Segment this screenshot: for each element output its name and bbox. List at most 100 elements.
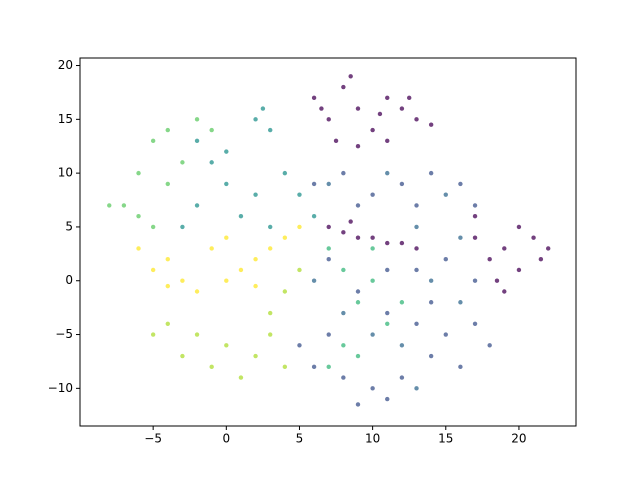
point xyxy=(502,246,507,251)
point xyxy=(428,278,434,283)
point xyxy=(209,364,214,370)
point xyxy=(260,106,266,111)
point xyxy=(297,224,302,230)
point xyxy=(443,192,448,197)
point xyxy=(414,117,419,122)
point xyxy=(282,235,288,240)
point xyxy=(385,321,390,326)
point xyxy=(370,235,375,240)
point xyxy=(238,267,244,273)
point xyxy=(253,192,258,197)
point xyxy=(458,181,463,187)
y-tick-label: 0 xyxy=(65,273,73,287)
point xyxy=(385,267,390,273)
point xyxy=(326,364,331,370)
point xyxy=(414,246,419,251)
point xyxy=(399,106,405,111)
point xyxy=(165,127,170,133)
point xyxy=(385,396,390,402)
points xyxy=(107,74,551,407)
point xyxy=(370,278,375,283)
point xyxy=(224,149,229,154)
plot-frame xyxy=(79,57,577,427)
point xyxy=(355,300,361,305)
point xyxy=(370,192,375,197)
point xyxy=(399,375,405,380)
point xyxy=(458,235,463,240)
point xyxy=(443,332,448,337)
point xyxy=(414,224,419,230)
x-tick-label: 20 xyxy=(511,432,526,446)
point xyxy=(268,332,273,337)
point xyxy=(385,95,390,101)
point xyxy=(224,343,229,348)
point xyxy=(253,257,258,262)
point xyxy=(341,375,346,380)
point xyxy=(385,240,390,246)
point xyxy=(370,386,375,391)
point xyxy=(341,343,346,348)
point xyxy=(355,289,361,294)
point xyxy=(341,170,346,176)
point xyxy=(472,213,478,219)
x-tick-label: 15 xyxy=(438,432,453,446)
point xyxy=(150,224,156,230)
point xyxy=(194,138,200,144)
point xyxy=(458,364,463,370)
point xyxy=(341,267,346,273)
point xyxy=(428,300,434,305)
point xyxy=(414,203,419,208)
x-tick-label: −5 xyxy=(144,432,162,446)
point xyxy=(238,213,244,219)
point xyxy=(355,144,361,149)
point xyxy=(341,84,346,90)
point xyxy=(428,353,434,359)
point xyxy=(458,300,463,305)
point xyxy=(326,117,331,122)
point xyxy=(268,224,273,230)
point xyxy=(121,203,127,208)
point xyxy=(180,224,185,230)
point xyxy=(370,246,375,251)
point xyxy=(311,181,317,187)
point xyxy=(326,224,331,230)
point xyxy=(165,181,170,187)
point xyxy=(326,181,331,187)
y-tick-label: −10 xyxy=(48,381,73,395)
point xyxy=(297,267,302,273)
point xyxy=(355,353,361,359)
point xyxy=(546,246,551,251)
point xyxy=(472,203,478,208)
point xyxy=(224,278,229,283)
point xyxy=(443,257,448,262)
point xyxy=(399,300,405,305)
point xyxy=(282,170,288,176)
point xyxy=(224,235,229,240)
y-tick-label: 10 xyxy=(58,166,73,180)
point xyxy=(209,127,214,133)
point xyxy=(472,278,478,283)
point xyxy=(319,106,324,111)
point xyxy=(238,375,244,380)
point xyxy=(297,343,302,348)
y-tick-label: 15 xyxy=(58,112,73,126)
x-tick-label: 5 xyxy=(296,432,304,446)
point xyxy=(333,138,339,144)
point xyxy=(341,310,346,316)
point xyxy=(348,74,353,79)
point xyxy=(370,127,375,133)
point xyxy=(311,95,317,101)
point xyxy=(377,111,383,117)
point xyxy=(487,257,492,262)
point xyxy=(487,343,492,348)
point xyxy=(399,343,405,348)
point xyxy=(136,170,141,176)
point xyxy=(194,289,200,294)
point xyxy=(136,213,141,219)
point xyxy=(326,246,331,251)
point xyxy=(399,181,405,187)
point xyxy=(282,289,288,294)
point xyxy=(180,278,185,283)
point xyxy=(165,283,170,289)
point xyxy=(150,138,156,144)
